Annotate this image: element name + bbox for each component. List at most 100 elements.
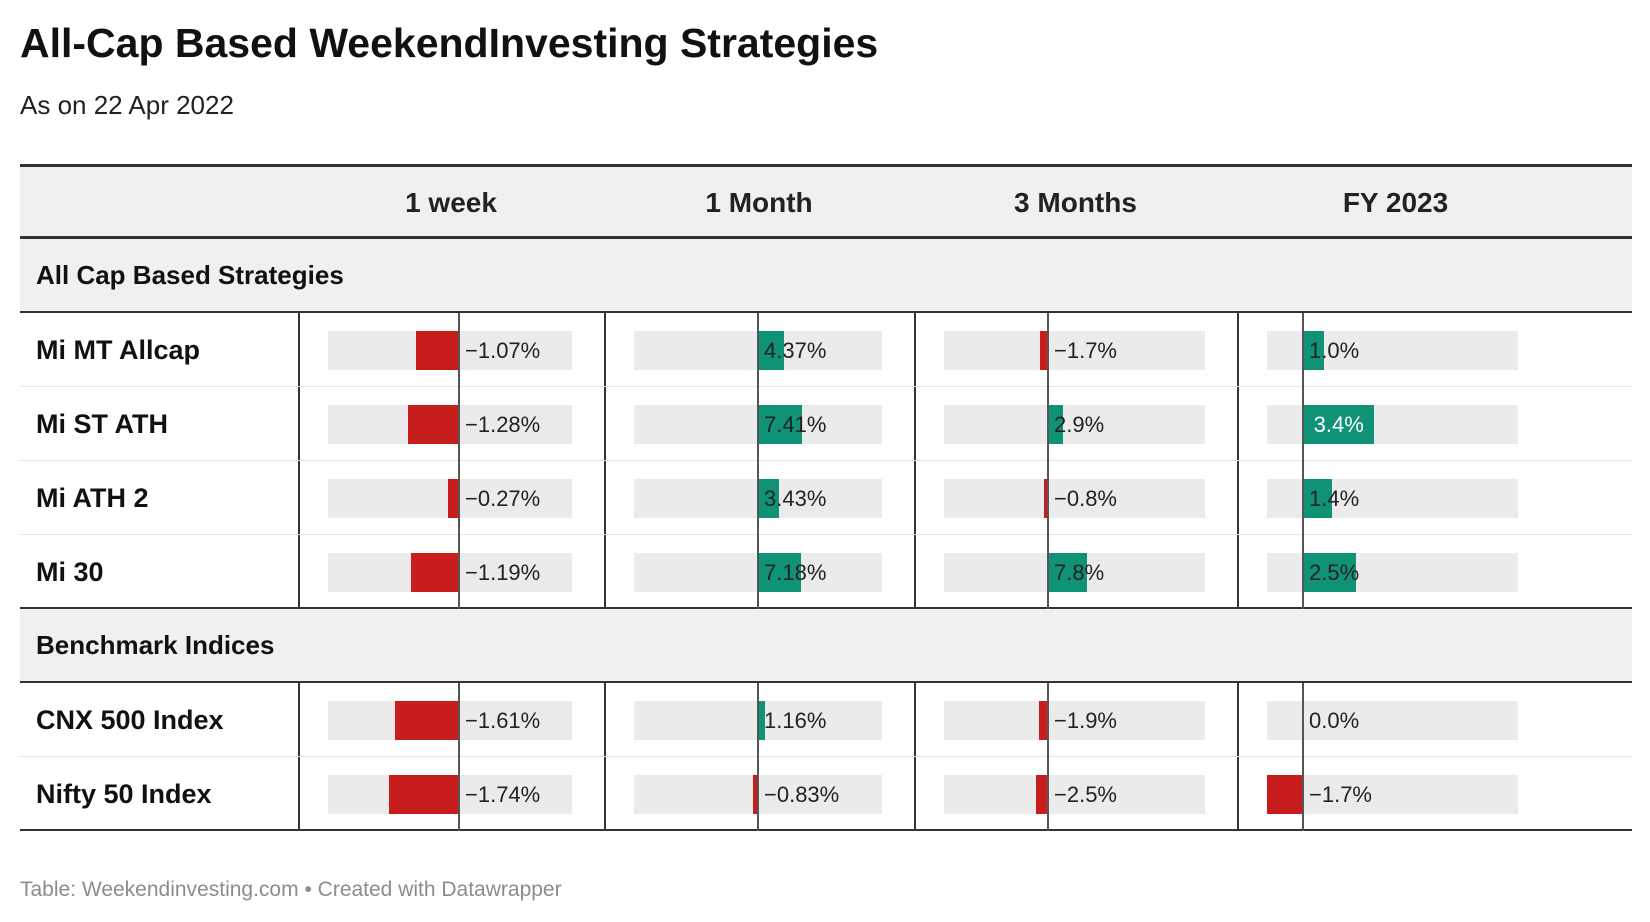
column-divider — [1237, 535, 1239, 607]
value-bar — [411, 553, 459, 592]
zero-axis-line — [757, 461, 759, 535]
group-header-benchmark-indices: Benchmark Indices — [20, 609, 1632, 683]
value-bar — [1048, 405, 1063, 444]
table-row[interactable]: Nifty 50 Index −1.74% −0.83% −2.5% −1.7% — [20, 757, 1632, 831]
footer-separator: • — [304, 878, 312, 901]
value-label: −0.8% — [1054, 486, 1117, 511]
column-divider — [604, 757, 606, 829]
column-header-1-month[interactable]: 1 Month — [705, 187, 813, 218]
group-header-all-cap-based-strategies: All Cap Based Strategies — [20, 239, 1632, 313]
value-label: −1.74% — [465, 782, 541, 807]
column-divider — [298, 387, 300, 460]
zero-axis-line — [458, 387, 460, 461]
zero-axis-line — [1302, 683, 1304, 757]
footer-credit[interactable]: Created with Datawrapper — [317, 878, 562, 901]
value-label: 2.9% — [1054, 412, 1105, 437]
column-header-1-week[interactable]: 1 week — [405, 187, 497, 218]
bar-cell: 4.37% — [634, 313, 882, 387]
row-label: Mi 30 — [36, 557, 104, 587]
column-header-fy-2023[interactable]: FY 2023 — [1342, 187, 1449, 218]
value-label: 3.43% — [764, 486, 827, 511]
bar-cell: −0.8% — [944, 461, 1205, 535]
zero-axis-line — [458, 683, 460, 757]
bar-cell: −1.7% — [1267, 757, 1518, 831]
bar-cell: 2.5% — [1267, 535, 1518, 609]
group-label: All Cap Based Strategies — [36, 260, 344, 290]
table-row[interactable]: Mi ATH 2 −0.27% 3.43% −0.8% 1.4% — [20, 461, 1632, 535]
value-bar — [407, 405, 459, 444]
value-label: −1.07% — [465, 338, 541, 363]
value-bar — [1267, 775, 1303, 814]
row-label: CNX 500 Index — [36, 705, 224, 735]
zero-axis-line — [757, 313, 759, 387]
zero-axis-line — [1047, 387, 1049, 461]
zero-axis-line — [1047, 535, 1049, 609]
bar-cell: −1.07% — [328, 313, 572, 387]
zero-axis-line — [1047, 461, 1049, 535]
value-bar — [1303, 553, 1356, 592]
column-divider — [298, 535, 300, 607]
bar-cell: −2.5% — [944, 757, 1205, 831]
bar-cell: 3.4% — [1267, 387, 1518, 461]
zero-axis-line — [1047, 757, 1049, 831]
column-divider — [604, 461, 606, 534]
column-divider — [914, 387, 916, 460]
value-label: −1.61% — [465, 708, 541, 733]
value-label: 0.0% — [1309, 708, 1360, 733]
bar-cell: −1.9% — [944, 683, 1205, 757]
value-label: 2.5% — [1309, 560, 1360, 585]
zero-axis-line — [458, 461, 460, 535]
column-divider — [298, 757, 300, 829]
table-row[interactable]: Mi 30 −1.19% 7.18% 7.8% 2.5% — [20, 535, 1632, 609]
zero-axis-line — [1047, 313, 1049, 387]
table-body: All Cap Based Strategies Mi MT Allcap −1.0… — [20, 239, 1632, 831]
group-label: Benchmark Indices — [36, 630, 275, 660]
table-row[interactable]: Mi MT Allcap −1.07% 4.37% −1.7% 1.0% — [20, 313, 1632, 387]
bar-cell: 1.0% — [1267, 313, 1518, 387]
zero-axis-line — [757, 387, 759, 461]
table-row[interactable]: CNX 500 Index −1.61% 1.16% −1.9% 0.0% — [20, 683, 1632, 757]
chart-title: All-Cap Based WeekendInvesting Strategie… — [20, 20, 879, 66]
column-divider — [914, 535, 916, 607]
column-divider — [1237, 387, 1239, 460]
bar-cell: −1.28% — [328, 387, 572, 461]
value-label: −1.9% — [1054, 708, 1117, 733]
zero-axis-line — [458, 535, 460, 609]
value-bar — [1038, 701, 1048, 740]
column-divider — [298, 461, 300, 534]
bar-cell: 1.16% — [634, 683, 882, 757]
value-label: −1.7% — [1309, 782, 1372, 807]
zero-axis-line — [1302, 757, 1304, 831]
chart-footer: Table: Weekendinvesting.com • Created wi… — [20, 878, 562, 902]
zero-axis-line — [757, 535, 759, 609]
footer-source[interactable]: Table: Weekendinvesting.com — [20, 878, 299, 901]
column-divider — [1237, 757, 1239, 829]
column-header-3-months[interactable]: 3 Months — [1014, 187, 1137, 218]
value-label: −2.5% — [1054, 782, 1117, 807]
column-divider — [914, 683, 916, 756]
zero-axis-line — [757, 683, 759, 757]
value-bar — [1048, 553, 1087, 592]
column-divider — [1237, 461, 1239, 534]
table-row[interactable]: Mi ST ATH −1.28% 7.41% 2.9% 3.4% — [20, 387, 1632, 461]
bar-cell: 3.43% — [634, 461, 882, 535]
bar-cell: 1.4% — [1267, 461, 1518, 535]
zero-axis-line — [458, 313, 460, 387]
bar-cell: 2.9% — [944, 387, 1205, 461]
value-bar — [758, 331, 785, 370]
value-label: 7.8% — [1054, 560, 1105, 585]
bar-cell: 7.41% — [634, 387, 882, 461]
value-bar — [1303, 479, 1333, 518]
column-divider — [298, 683, 300, 756]
column-divider — [914, 461, 916, 534]
zero-axis-line — [757, 757, 759, 831]
row-label: Mi ATH 2 — [36, 483, 149, 513]
value-bar — [448, 479, 459, 518]
column-divider — [298, 313, 300, 386]
zero-axis-line — [1047, 683, 1049, 757]
value-bar — [758, 479, 779, 518]
value-bar — [1044, 479, 1048, 518]
value-label: 1.16% — [764, 708, 827, 733]
value-bar — [1303, 405, 1375, 444]
value-label: 7.18% — [764, 560, 827, 585]
